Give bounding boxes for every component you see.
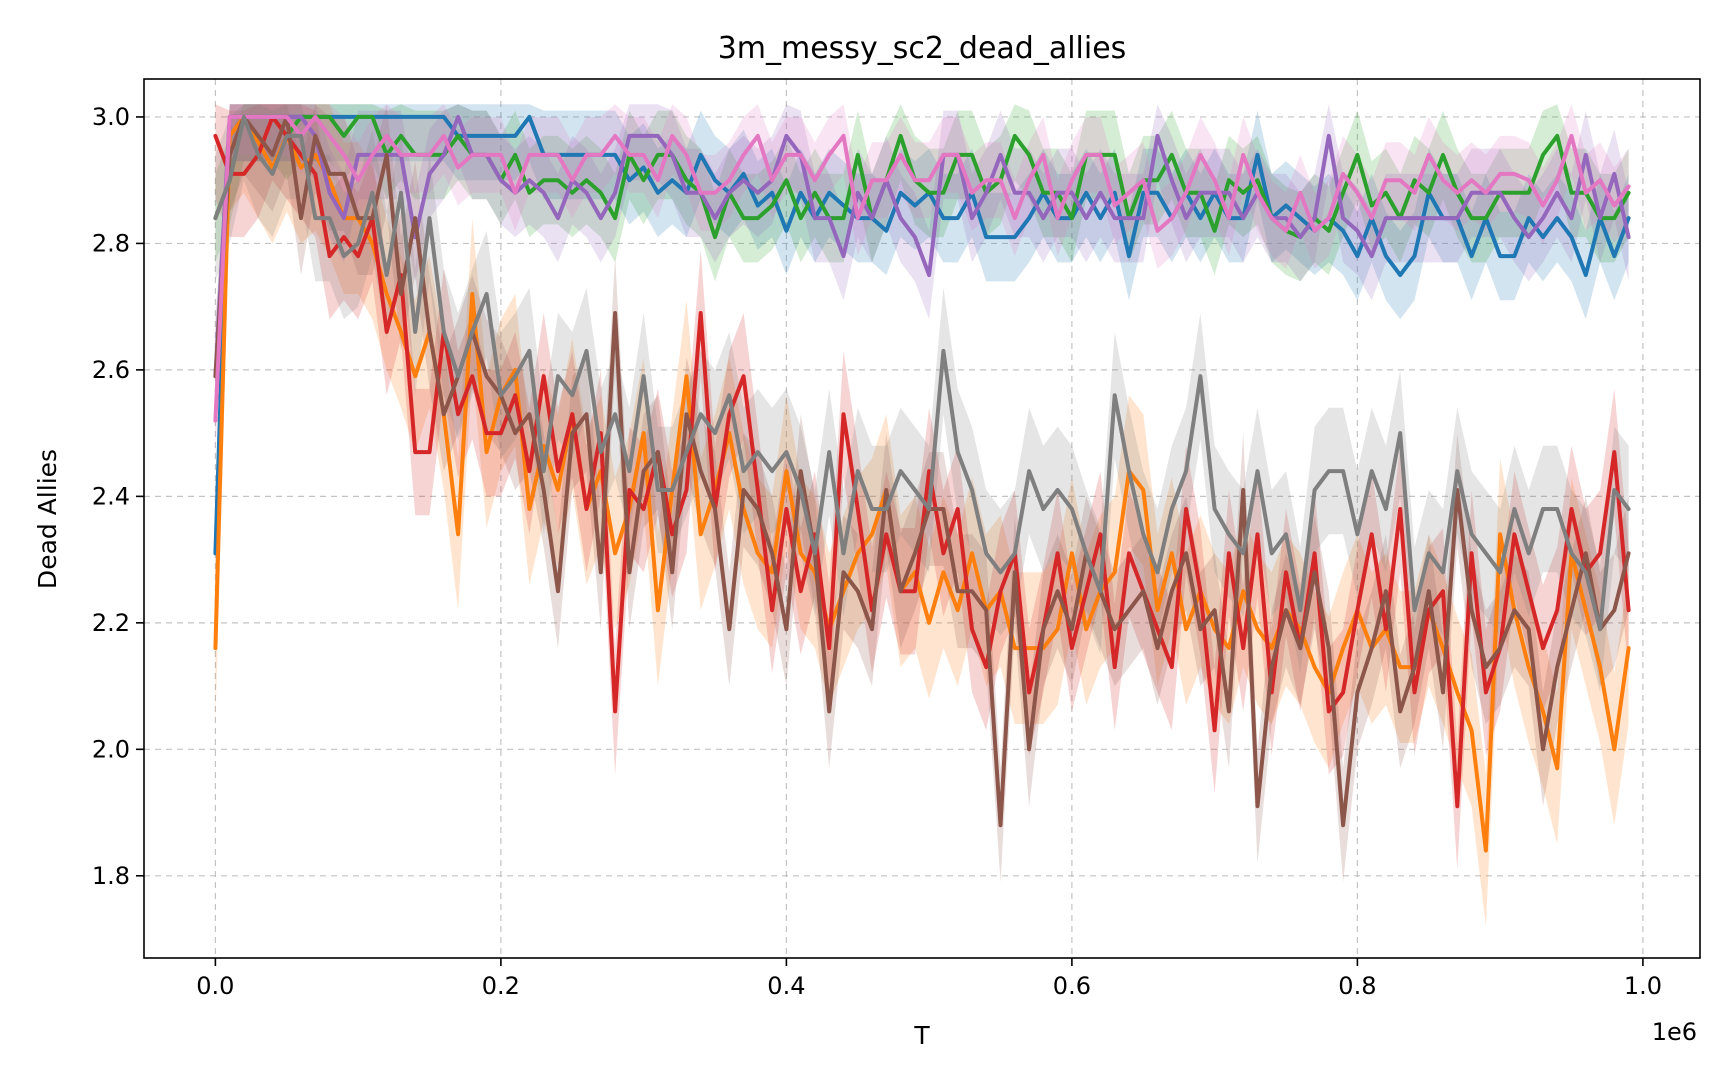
series-band-6 <box>215 104 1629 883</box>
series-line-1 <box>213 114 1631 556</box>
y-tick-label: 2.4 <box>92 482 130 510</box>
y-tick-label: 2.0 <box>92 735 130 763</box>
chart-title: 3m_messy_sc2_dead_allies <box>718 31 1127 66</box>
series-line-6 <box>213 114 1631 828</box>
x-tick-label: 0.8 <box>1338 972 1376 1000</box>
series-band-1 <box>215 104 1629 598</box>
x-tick-label: 0.6 <box>1053 972 1091 1000</box>
series-band-3 <box>215 104 1629 282</box>
series-line-3 <box>213 114 1631 240</box>
x-tick-label: 0.0 <box>196 972 234 1000</box>
x-tick-label: 0.2 <box>482 972 520 1000</box>
y-axis-label: Dead Allies <box>33 449 62 589</box>
plot-frame <box>143 78 1701 959</box>
series-line-7 <box>213 114 1631 423</box>
y-tick-label: 2.6 <box>92 356 130 384</box>
x-axis-label: T <box>913 1021 930 1050</box>
x-axis: 0.0 0.2 0.4 0.6 0.8 1.0 <box>196 958 1662 1000</box>
series-line-5 <box>213 114 1631 379</box>
x-offset-label: 1e6 <box>1652 1018 1697 1046</box>
x-tick-label: 0.4 <box>767 972 805 1000</box>
y-tick-label: 3.0 <box>92 103 130 131</box>
series-lines <box>213 114 1631 853</box>
series-band-5 <box>215 104 1629 421</box>
y-axis: 1.8 2.0 2.2 2.4 2.6 2.8 3.0 <box>92 103 144 890</box>
y-tick-label: 1.8 <box>92 862 130 890</box>
series-line-8 <box>213 114 1631 632</box>
x-tick-label: 1.0 <box>1624 972 1662 1000</box>
y-tick-label: 2.2 <box>92 609 130 637</box>
y-tick-label: 2.8 <box>92 229 130 257</box>
